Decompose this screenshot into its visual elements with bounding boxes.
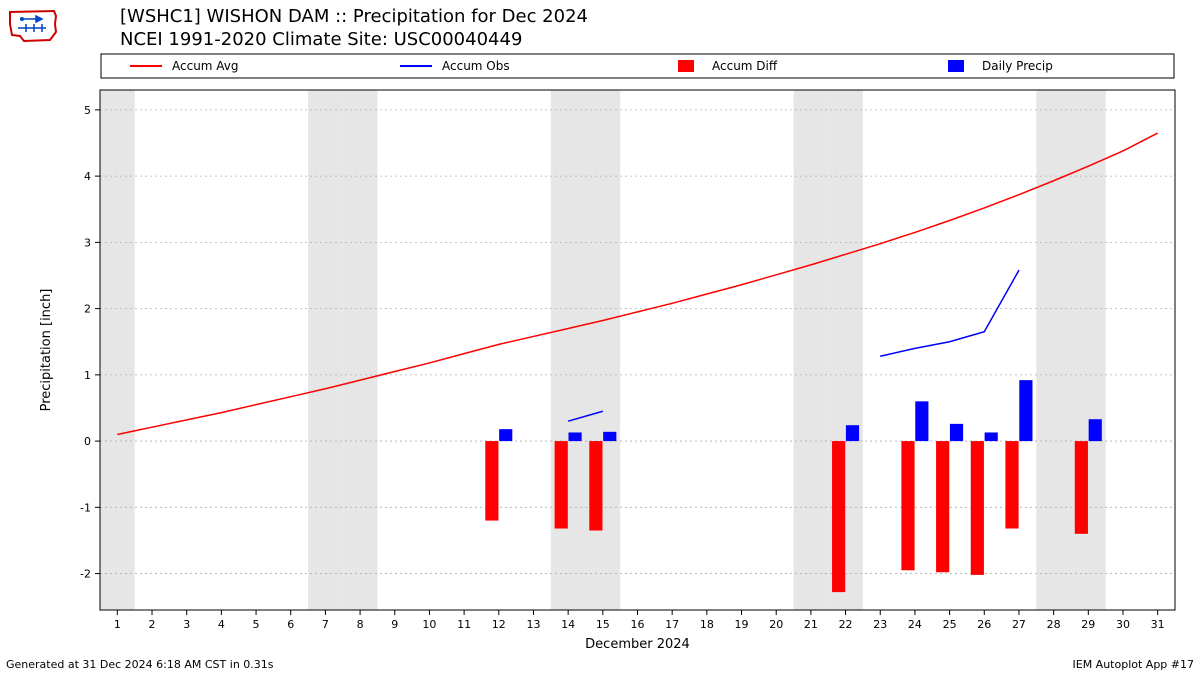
svg-text:8: 8 [357,618,364,631]
svg-text:28: 28 [1047,618,1061,631]
svg-text:10: 10 [422,618,436,631]
svg-text:26: 26 [977,618,991,631]
svg-text:Precipitation [inch]: Precipitation [inch] [39,289,54,412]
svg-text:2: 2 [84,303,91,316]
svg-text:11: 11 [457,618,471,631]
svg-text:2: 2 [149,618,156,631]
svg-text:4: 4 [84,170,91,183]
footer-generated: Generated at 31 Dec 2024 6:18 AM CST in … [6,658,274,671]
svg-text:21: 21 [804,618,818,631]
svg-text:December 2024: December 2024 [585,637,690,652]
svg-text:9: 9 [391,618,398,631]
svg-text:Daily Precip: Daily Precip [982,59,1053,73]
svg-text:1: 1 [84,369,91,382]
svg-text:-2: -2 [80,568,91,581]
svg-text:19: 19 [735,618,749,631]
footer-appid: IEM Autoplot App #17 [1073,658,1195,671]
svg-text:17: 17 [665,618,679,631]
svg-text:14: 14 [561,618,575,631]
svg-text:0: 0 [84,435,91,448]
svg-text:29: 29 [1081,618,1095,631]
svg-text:Accum Obs: Accum Obs [442,59,510,73]
svg-text:27: 27 [1012,618,1026,631]
svg-text:5: 5 [253,618,260,631]
svg-text:7: 7 [322,618,329,631]
svg-text:3: 3 [84,236,91,249]
svg-text:3: 3 [183,618,190,631]
svg-text:4: 4 [218,618,225,631]
svg-text:25: 25 [943,618,957,631]
svg-text:5: 5 [84,104,91,117]
svg-text:15: 15 [596,618,610,631]
svg-text:31: 31 [1151,618,1165,631]
svg-text:23: 23 [873,618,887,631]
svg-text:Accum Avg: Accum Avg [172,59,239,73]
svg-text:20: 20 [769,618,783,631]
svg-text:-1: -1 [80,501,91,514]
svg-text:22: 22 [839,618,853,631]
svg-text:1: 1 [114,618,121,631]
svg-text:24: 24 [908,618,922,631]
svg-text:Accum Diff: Accum Diff [712,59,778,73]
svg-text:30: 30 [1116,618,1130,631]
svg-text:6: 6 [287,618,294,631]
svg-text:16: 16 [631,618,645,631]
svg-text:13: 13 [526,618,540,631]
svg-text:12: 12 [492,618,506,631]
svg-text:18: 18 [700,618,714,631]
precip-chart: -2-1012345123456789101112131415161718192… [0,0,1200,675]
